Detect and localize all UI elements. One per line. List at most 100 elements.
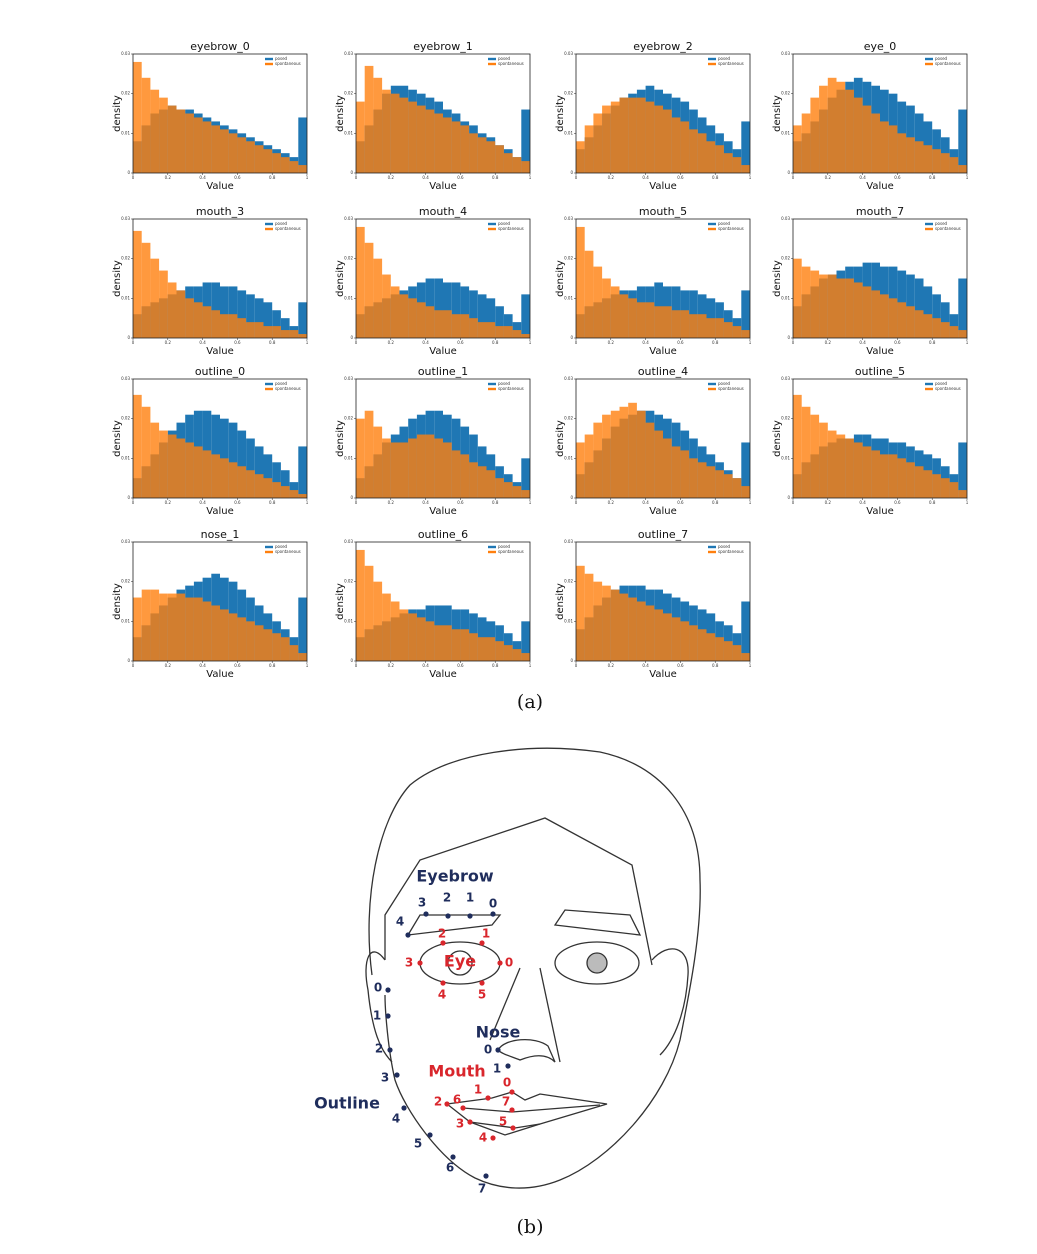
bar: [871, 113, 880, 173]
bar: [906, 306, 915, 338]
bar: [390, 93, 400, 173]
bar: [246, 470, 255, 498]
bar: [211, 125, 220, 173]
bar: [819, 422, 828, 498]
legend-label: spontaneous: [275, 386, 301, 391]
x-tick-label: 0.8: [492, 500, 499, 505]
bar: [845, 278, 854, 338]
landmark-index: 5: [478, 988, 486, 1002]
landmark-index: 2: [375, 1042, 383, 1056]
bar: [645, 422, 655, 498]
histogram-panel: 0 0.2 0.4 0.6 0.8 1 0 0.01 0.02 0.03 outline_4 Valu…: [555, 365, 752, 517]
bar: [298, 117, 307, 173]
bar: [741, 486, 750, 498]
x-tick-label: 0.4: [422, 663, 429, 668]
bar: [958, 490, 967, 498]
bar: [220, 458, 229, 498]
x-tick-label: 0.8: [492, 340, 499, 345]
x-tick-label: 0.4: [642, 663, 649, 668]
landmark-index: 3: [456, 1117, 464, 1131]
landmark-index: 6: [453, 1093, 461, 1107]
y-tick-label: 0.01: [344, 618, 353, 623]
bar: [610, 589, 620, 661]
bar: [932, 318, 941, 338]
bar: [364, 410, 374, 498]
bar: [741, 601, 750, 661]
bar: [185, 597, 194, 661]
legend-swatch: [708, 382, 716, 386]
bar: [272, 462, 281, 498]
bar: [246, 621, 255, 661]
bar: [680, 310, 690, 338]
bar: [862, 105, 872, 173]
region-label: Outline: [314, 1094, 380, 1113]
x-tick-label: 1: [306, 500, 309, 505]
landmark-point: [387, 1047, 393, 1053]
bar: [663, 109, 672, 173]
x-tick-label: 0.8: [492, 663, 499, 668]
bar: [521, 490, 530, 498]
chart-title: outline_0: [195, 365, 245, 378]
y-tick-label: 0.01: [564, 130, 573, 135]
bar: [373, 426, 383, 498]
landmark-index: 6: [446, 1161, 454, 1175]
bar: [399, 609, 409, 661]
x-tick-label: 0.4: [859, 340, 866, 345]
bar: [193, 302, 203, 338]
bar: [390, 601, 400, 661]
landmark-point: [505, 1063, 511, 1069]
bar: [827, 274, 837, 338]
landmark-point: [445, 913, 451, 919]
bar: [280, 330, 290, 338]
bar: [254, 474, 264, 498]
bar: [888, 125, 898, 173]
x-tick-label: 1: [749, 175, 752, 180]
x-tick-label: 0.8: [492, 175, 499, 180]
bar: [220, 418, 229, 498]
bar: [486, 470, 496, 498]
x-tick-label: 0: [132, 663, 135, 668]
y-axis-label: density: [555, 583, 566, 620]
bar: [680, 121, 690, 173]
landmark-point: [509, 1107, 515, 1113]
x-tick-label: 0: [792, 340, 795, 345]
x-tick-label: 0.6: [457, 340, 464, 345]
bar: [495, 326, 504, 338]
chart-title: eyebrow_1: [413, 40, 473, 53]
bar: [298, 302, 307, 338]
x-tick-label: 0: [355, 500, 358, 505]
legend-swatch: [925, 387, 933, 391]
y-tick-label: 0.01: [781, 295, 790, 300]
bar: [399, 97, 409, 173]
bar: [671, 617, 681, 661]
bar: [425, 109, 435, 173]
bar: [193, 117, 203, 173]
bar: [512, 322, 522, 338]
landmark-index: 0: [503, 1076, 511, 1090]
bar: [220, 129, 229, 173]
bar: [364, 65, 374, 173]
bar: [425, 434, 435, 498]
bar: [654, 609, 663, 661]
bar: [521, 109, 530, 173]
legend-swatch: [708, 222, 716, 226]
bar: [382, 593, 391, 661]
x-tick-label: 0.6: [457, 175, 464, 180]
chart-title: mouth_3: [196, 205, 244, 218]
x-axis-label: Value: [866, 346, 893, 357]
histogram-panel: 0 0.2 0.4 0.6 0.8 1 0 0.01 0.02 0.03 mouth_3 Value d…: [112, 205, 309, 357]
bar: [521, 621, 530, 661]
histogram-panel: 0 0.2 0.4 0.6 0.8 1 0 0.01 0.02 0.03 eyebrow_2 Valu…: [555, 40, 752, 192]
bar: [220, 286, 229, 338]
bar: [827, 77, 837, 173]
bar: [373, 258, 383, 338]
legend-swatch: [488, 550, 496, 554]
bar: [932, 149, 941, 173]
y-tick-label: 0.03: [121, 376, 130, 381]
bar: [602, 585, 611, 661]
landmark-index: 2: [434, 1095, 442, 1109]
histogram-panel: 0 0.2 0.4 0.6 0.8 1 0 0.01 0.02 0.03 nose_1 Value de…: [112, 528, 309, 680]
chart-title: outline_5: [855, 365, 905, 378]
bar: [254, 625, 264, 661]
x-tick-label: 0.4: [642, 340, 649, 345]
